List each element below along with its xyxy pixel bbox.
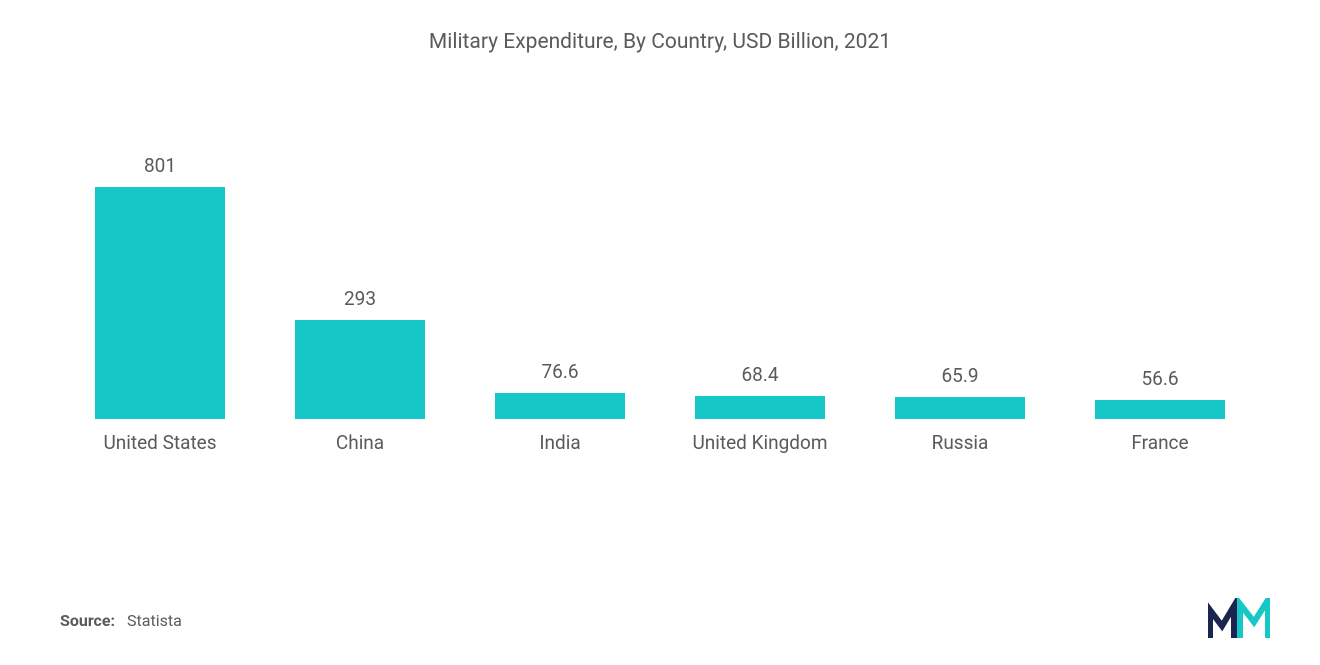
bar-value: 293 (344, 287, 376, 310)
bar (95, 187, 225, 419)
source-label: Source: (60, 611, 115, 630)
chart-container: Military Expenditure, By Country, USD Bi… (0, 0, 1320, 665)
bar-value: 68.4 (741, 363, 778, 386)
bar-label: United Kingdom (692, 431, 827, 454)
bar (695, 396, 825, 419)
chart-title: Military Expenditure, By Country, USD Bi… (50, 30, 1270, 54)
bar (895, 397, 1025, 419)
bar-label: Russia (932, 431, 989, 454)
bar-value: 56.6 (1141, 367, 1178, 390)
bar-label: United States (103, 431, 216, 454)
bar-group: 56.6 France (1060, 154, 1260, 454)
bar (495, 393, 625, 419)
bar-label: China (336, 431, 384, 454)
bar (1095, 400, 1225, 419)
bars-area: 801 United States 293 China 76.6 India 6… (50, 154, 1270, 454)
bar-value: 801 (144, 154, 176, 177)
source-value: Statista (127, 611, 182, 630)
bar-label: France (1131, 431, 1188, 454)
bar-group: 65.9 Russia (860, 154, 1060, 454)
mordor-logo-icon (1208, 598, 1270, 640)
bar-group: 293 China (260, 154, 460, 454)
bar-value: 65.9 (941, 364, 978, 387)
bar-group: 68.4 United Kingdom (660, 154, 860, 454)
bar-group: 801 United States (60, 154, 260, 454)
bar-value: 76.6 (541, 360, 578, 383)
bar-label: India (539, 431, 580, 454)
bar (295, 320, 425, 419)
bar-group: 76.6 India (460, 154, 660, 454)
source-line: Source: Statista (60, 611, 182, 630)
